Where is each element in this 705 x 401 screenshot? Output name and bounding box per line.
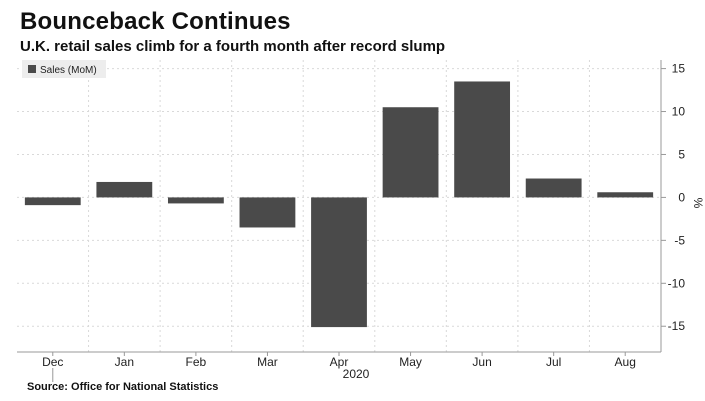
y-tick-label: 15 (672, 62, 686, 76)
x-tick-label: May (399, 355, 422, 369)
y-axis-unit-label: % (691, 198, 705, 209)
axes: 15 10 5 0 -5 -10 -15 Dec Jan Feb Mar Apr May Jun Jul Au… (17, 60, 685, 382)
x-tick-label: Jun (472, 355, 491, 369)
chart-title: Bounceback Continues (20, 8, 291, 35)
bar-jul (525, 178, 582, 198)
y-tick-label: -15 (668, 319, 686, 333)
x-tick-label: Dec (42, 355, 63, 369)
x-tick-label: Jul (546, 355, 561, 369)
bars (24, 81, 654, 328)
x-tick-label: Aug (615, 355, 636, 369)
y-tick-label: 0 (678, 190, 685, 204)
x-axis-year-label: 2020 (343, 367, 370, 381)
legend: Sales (MoM) (22, 60, 106, 78)
bar-jan (96, 181, 153, 198)
y-tick-label: -10 (668, 276, 686, 290)
x-tick-label: Feb (186, 355, 207, 369)
bar-feb (167, 197, 224, 204)
bar-jun (454, 81, 511, 198)
x-tick-label: Jan (115, 355, 134, 369)
chart-subtitle: U.K. retail sales climb for a fourth mon… (20, 38, 446, 55)
x-tick-label: Mar (257, 355, 278, 369)
legend-swatch (28, 65, 36, 73)
y-tick-label: 10 (672, 105, 686, 119)
bar-aug (597, 192, 654, 198)
legend-label: Sales (MoM) (40, 65, 97, 76)
x-tick-label: Apr (330, 355, 349, 369)
bar-may (382, 107, 439, 198)
y-tick-label: -5 (674, 233, 685, 247)
y-tick-label: 5 (678, 147, 685, 161)
legend-background (22, 60, 106, 78)
bar-dec (24, 197, 81, 206)
bar-mar (239, 197, 296, 228)
source-note: Source: Office for National Statistics (27, 381, 219, 393)
bar-apr (311, 197, 367, 328)
